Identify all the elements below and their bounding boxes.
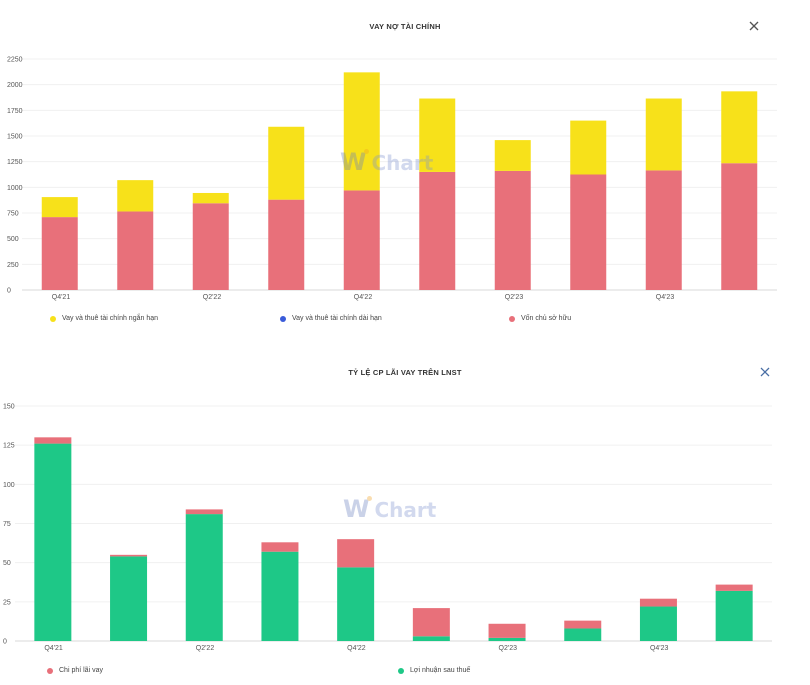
y-tick-label: 125 [3, 443, 15, 450]
bar-segment[interactable] [337, 539, 375, 568]
bar-segment[interactable] [185, 514, 223, 641]
chart-panel-debt: VAY NỢ TÀI CHÍNH 0 250 500 750 1000 1250 1500 1… [0, 0, 810, 340]
y-tick-label: 250 [7, 262, 19, 269]
legend-dot [280, 315, 286, 322]
bar-segment[interactable] [41, 217, 78, 290]
bar-segment[interactable] [419, 171, 456, 290]
bar-segment[interactable] [192, 203, 229, 290]
x-tick-label: Q2'22 [203, 294, 222, 301]
bar-segment[interactable] [639, 598, 677, 607]
close-icon [760, 367, 770, 377]
chart-title: TỶ LỆ CP LÃI VAY TRÊN LNST [348, 368, 462, 377]
x-tick-label: Q4'22 [354, 294, 373, 301]
bar-segment[interactable] [34, 437, 72, 444]
bar-chart-debt: 0 250 500 750 1000 1250 1500 1750 2000 2250 Q4'21 Q… [7, 57, 777, 301]
x-tick-label: Q4'21 [52, 294, 71, 301]
y-tick-label: 2000 [7, 82, 23, 89]
y-tick-label: 2250 [7, 57, 23, 64]
x-tick-label: Q4'21 [44, 645, 63, 652]
y-tick-label: 75 [3, 521, 11, 528]
bar-segment[interactable] [488, 623, 526, 638]
bar-segment[interactable] [192, 192, 229, 204]
y-tick-label: 0 [7, 288, 11, 295]
legend-label: Vay và thuê tài chính dài hạn [292, 315, 382, 322]
legend-dot [398, 667, 404, 674]
legend: Vay và thuê tài chính ngắn hạn Vay và th… [0, 315, 810, 327]
x-tick-label: Q2'23 [505, 294, 524, 301]
legend-label: Lợi nhuận sau thuế [410, 667, 471, 674]
bar-segment[interactable] [564, 620, 602, 629]
y-tick-label: 500 [7, 236, 19, 243]
y-tick-label: 1000 [7, 185, 23, 192]
bar-segment[interactable] [110, 556, 148, 641]
x-tick-label: Q2'22 [196, 645, 215, 652]
bar-segment[interactable] [41, 197, 78, 218]
bar-segment[interactable] [570, 120, 607, 175]
bar-segment[interactable] [488, 637, 526, 641]
bar-segment[interactable] [494, 170, 531, 290]
legend-item-net-profit[interactable]: Lợi nhuận sau thuế [398, 667, 470, 674]
x-tick-label: Q4'23 [656, 294, 675, 301]
y-tick-label: 1500 [7, 134, 23, 141]
bar-segment[interactable] [639, 606, 677, 641]
bar-segment[interactable] [412, 636, 450, 641]
bar-segment[interactable] [268, 199, 305, 290]
y-tick-label: 25 [3, 599, 11, 606]
bar-segment[interactable] [715, 590, 753, 641]
bar-segment[interactable] [34, 443, 72, 641]
y-tick-label: 150 [3, 404, 15, 411]
bar-segment[interactable] [110, 554, 148, 557]
bar-segment[interactable] [185, 509, 223, 515]
bar-segment[interactable] [117, 180, 154, 212]
legend-item-interest-expense[interactable]: Chi phí lãi vay [47, 667, 103, 674]
bar-segment[interactable] [715, 584, 753, 591]
bar-segment[interactable] [721, 91, 758, 164]
bar-segment[interactable] [268, 126, 305, 200]
x-tick-label: Q4'22 [347, 645, 366, 652]
close-button[interactable] [747, 19, 761, 33]
legend: Chi phí lãi vay Lợi nhuận sau thuế [0, 667, 810, 679]
x-tick-label: Q2'23 [499, 645, 518, 652]
legend-item-long-term-loans[interactable]: Vay và thuê tài chính dài hạn [280, 315, 382, 322]
bar-segment[interactable] [261, 551, 299, 641]
bar-segment[interactable] [564, 628, 602, 641]
close-icon [749, 21, 759, 31]
y-tick-label: 100 [3, 482, 15, 489]
legend-dot [509, 315, 515, 322]
bar-segment[interactable] [261, 542, 299, 552]
chart-title: VAY NỢ TÀI CHÍNH [369, 22, 441, 31]
bar-segment[interactable] [117, 211, 154, 290]
bar-segment[interactable] [343, 190, 380, 290]
bar-segment[interactable] [343, 72, 380, 191]
bar-segment[interactable] [337, 567, 375, 641]
legend-item-short-term-loans[interactable]: Vay và thuê tài chính ngắn hạn [50, 315, 158, 322]
y-tick-label: 0 [3, 639, 7, 646]
legend-label: Vay và thuê tài chính ngắn hạn [62, 315, 158, 322]
legend-dot [50, 315, 56, 322]
bar-segment[interactable] [645, 170, 682, 290]
bar-segment[interactable] [570, 174, 607, 291]
legend-item-equity[interactable]: Vốn chủ sở hữu [509, 315, 571, 322]
legend-label: Chi phí lãi vay [59, 667, 103, 674]
legend-label: Vốn chủ sở hữu [521, 315, 572, 322]
bar-segment[interactable] [412, 608, 450, 637]
chart-panel-interest-ratio: TỶ LỆ CP LÃI VAY TRÊN LNST 0 25 50 75 100 125… [0, 350, 810, 685]
legend-dot [47, 667, 53, 674]
bar-segment[interactable] [721, 163, 758, 290]
y-tick-label: 1750 [7, 108, 23, 115]
bar-segment[interactable] [645, 98, 682, 171]
x-tick-label: Q4'23 [650, 645, 669, 652]
close-button[interactable] [758, 365, 772, 379]
y-tick-label: 50 [3, 560, 11, 567]
bar-segment[interactable] [419, 98, 456, 172]
y-tick-label: 1250 [7, 159, 23, 166]
bar-chart-interest-ratio: 0 25 50 75 100 125 150 Q4'21 Q2'22 Q4'22 Q2'23 Q4'2… [3, 404, 772, 652]
y-tick-label: 750 [7, 211, 19, 218]
bar-segment[interactable] [494, 140, 531, 171]
